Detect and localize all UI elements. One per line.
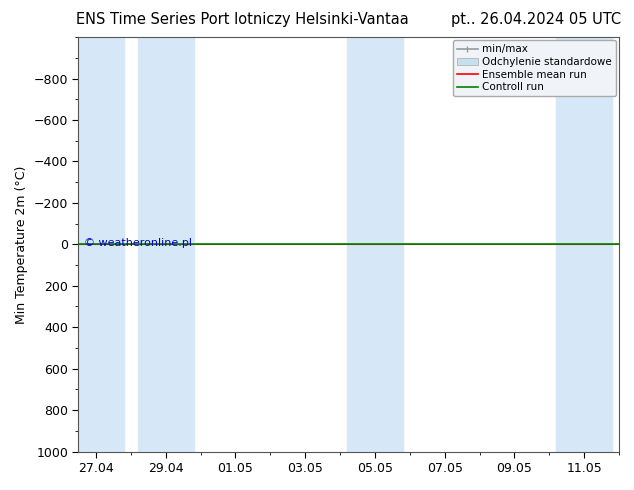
Text: ENS Time Series Port lotniczy Helsinki-Vantaa: ENS Time Series Port lotniczy Helsinki-V…: [76, 12, 409, 27]
Legend: min/max, Odchylenie standardowe, Ensemble mean run, Controll run: min/max, Odchylenie standardowe, Ensembl…: [453, 40, 616, 97]
Text: pt.. 26.04.2024 05 UTC: pt.. 26.04.2024 05 UTC: [451, 12, 621, 27]
Bar: [138, 37, 193, 452]
Bar: [556, 37, 612, 452]
Bar: [68, 37, 124, 452]
Bar: [347, 37, 403, 452]
Text: © weatheronline.pl: © weatheronline.pl: [84, 238, 192, 248]
Y-axis label: Min Temperature 2m (°C): Min Temperature 2m (°C): [15, 165, 28, 323]
